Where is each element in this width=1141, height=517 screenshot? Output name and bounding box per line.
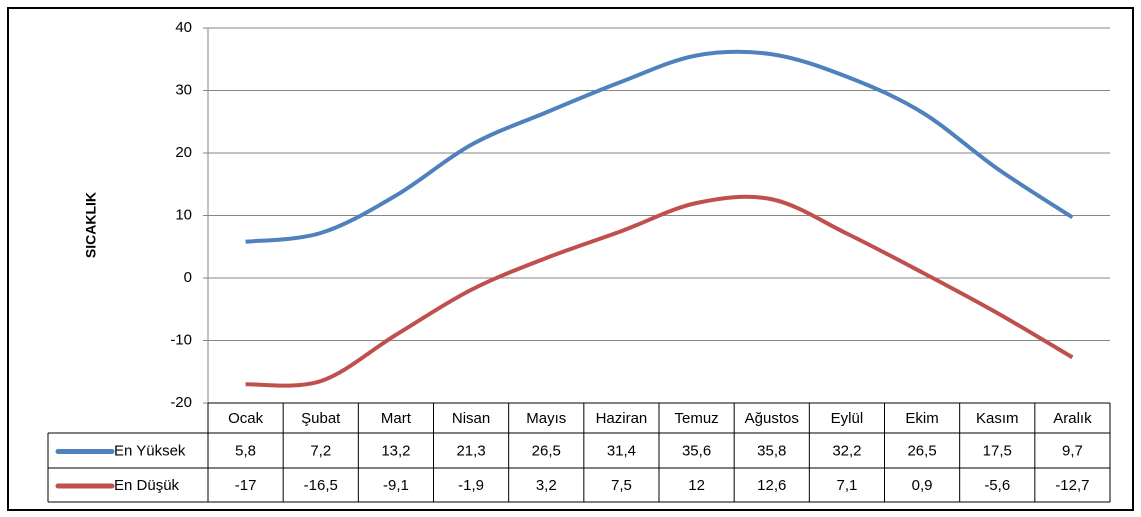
chart-border: [7, 7, 1134, 511]
data-label: 0,9: [912, 477, 933, 494]
y-tick-label: -10: [170, 331, 192, 348]
y-tick-label: 10: [175, 206, 192, 223]
data-label: 13,2: [381, 442, 410, 459]
legend-label: En Yüksek: [114, 442, 186, 459]
data-label: -9,1: [383, 477, 409, 494]
y-tick-label: -20: [170, 394, 192, 411]
data-label: 7,1: [836, 477, 857, 494]
data-label: 9,7: [1062, 442, 1083, 459]
x-tick-label: Ocak: [228, 410, 264, 427]
series-line: [245, 49, 1074, 244]
x-tick-label: Nisan: [452, 410, 490, 427]
data-label: 12: [688, 477, 705, 494]
x-tick-label: Ekim: [905, 410, 938, 427]
data-label: 35,8: [757, 442, 786, 459]
data-label: 7,2: [310, 442, 331, 459]
y-tick-label: 0: [184, 269, 192, 286]
data-label: -12,7: [1055, 477, 1089, 494]
data-label: 35,6: [682, 442, 711, 459]
data-label: 26,5: [532, 442, 561, 459]
data-label: -5,6: [984, 477, 1010, 494]
data-label: 26,5: [907, 442, 936, 459]
y-tick-label: 30: [175, 81, 192, 98]
x-tick-label: Eylül: [831, 410, 864, 427]
data-label: 31,4: [607, 442, 636, 459]
x-tick-label: Şubat: [301, 410, 341, 427]
x-tick-label: Mayıs: [526, 410, 566, 427]
series-line: [245, 194, 1074, 388]
x-tick-label: Haziran: [596, 410, 648, 427]
x-tick-label: Mart: [381, 410, 412, 427]
data-label: 32,2: [832, 442, 861, 459]
data-label: -1,9: [458, 477, 484, 494]
x-tick-label: Kasım: [976, 410, 1019, 427]
data-label: 7,5: [611, 477, 632, 494]
y-tick-label: 40: [175, 19, 192, 36]
data-label: 17,5: [983, 442, 1012, 459]
y-axis-label: SICAKLIK: [83, 192, 99, 258]
data-label: 5,8: [235, 442, 256, 459]
x-tick-label: Aralık: [1053, 410, 1092, 427]
data-label: 12,6: [757, 477, 786, 494]
data-label: 3,2: [536, 477, 557, 494]
data-label: 21,3: [456, 442, 485, 459]
data-label: -17: [235, 477, 257, 494]
y-tick-label: 20: [175, 144, 192, 161]
x-tick-label: Ağustos: [745, 410, 799, 427]
legend-label: En Düşük: [114, 477, 180, 494]
x-tick-label: Temuz: [674, 410, 718, 427]
data-label: -16,5: [304, 477, 338, 494]
